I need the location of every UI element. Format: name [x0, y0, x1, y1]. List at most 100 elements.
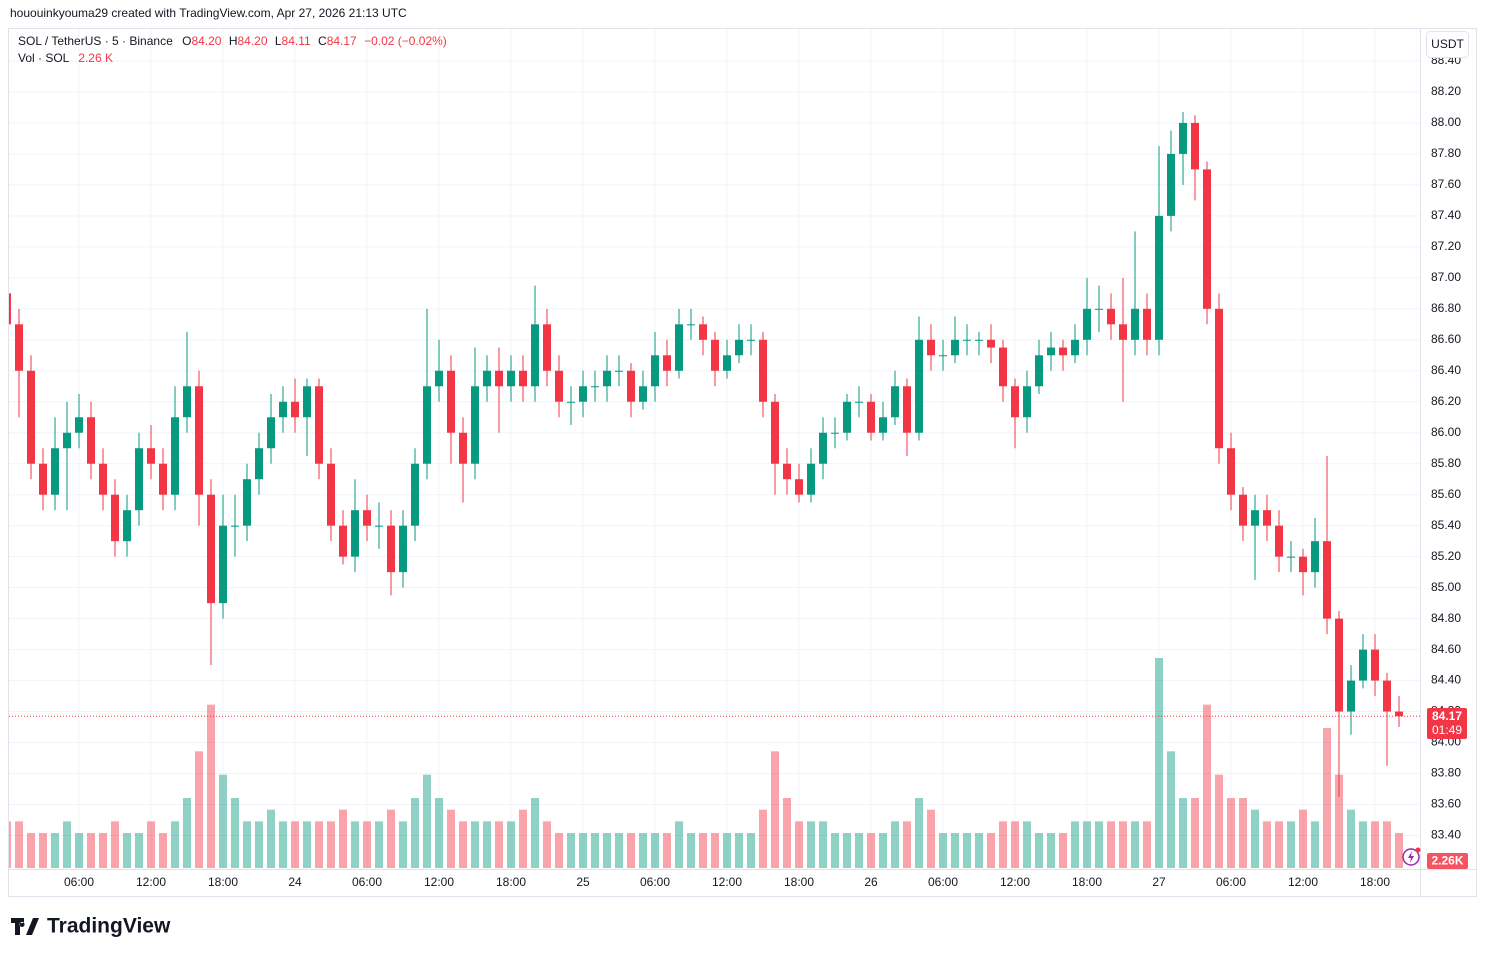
candle-body [1131, 308, 1139, 340]
candle-body [891, 386, 899, 418]
axes: 83.4083.6083.8084.0084.2084.4084.6084.80… [64, 53, 1461, 889]
volume-bar [123, 833, 131, 868]
brand-logo[interactable]: TradingView [11, 915, 171, 938]
candle-body [375, 525, 383, 527]
candle-body [1371, 649, 1379, 681]
candle-body [123, 510, 131, 542]
candle-body [1059, 347, 1067, 356]
y-tick-label: 87.60 [1431, 177, 1461, 191]
volume-bar [135, 833, 143, 868]
high-label: H [229, 34, 238, 48]
brand-icon[interactable] [11, 918, 39, 935]
y-tick-label: 86.80 [1431, 301, 1461, 315]
candle-body [1395, 711, 1403, 717]
candle-body [291, 401, 299, 418]
candle-body [411, 463, 419, 526]
volume-bar [807, 821, 815, 868]
volume-bar [1155, 658, 1163, 868]
candle-body [735, 339, 743, 356]
candle-body [795, 479, 803, 495]
volume-bar [663, 833, 671, 868]
candle-body [279, 401, 287, 418]
volume-bar [447, 809, 455, 868]
y-tick-label: 87.00 [1431, 270, 1461, 284]
candle-body [9, 293, 11, 325]
candle-body [1035, 355, 1043, 387]
volume-legend: Vol · SOL 2.26 K [18, 51, 113, 65]
candle-body [975, 339, 983, 341]
candle-body [471, 386, 479, 464]
candle-body [951, 339, 959, 356]
candle-body [927, 339, 935, 356]
candle-body [699, 324, 707, 340]
x-tick-label: 18:00 [784, 875, 814, 889]
candle-body [1323, 541, 1331, 619]
volume-bar [735, 833, 743, 868]
volume-bar [63, 821, 71, 868]
x-tick-label: 18:00 [1360, 875, 1390, 889]
candle-body [1263, 510, 1271, 526]
volume-bar [567, 833, 575, 868]
volume-bar [363, 821, 371, 868]
candle-body [831, 432, 839, 434]
currency-text[interactable]: USDT [1431, 37, 1464, 51]
volume-bar [1383, 821, 1391, 868]
volume-bar [711, 833, 719, 868]
volume-bar [507, 821, 515, 868]
volume-bar [183, 798, 191, 868]
volume-bar [1047, 833, 1055, 868]
alert-dot[interactable] [1415, 847, 1421, 853]
x-tick-label: 24 [288, 875, 302, 889]
candle-body [423, 386, 431, 464]
volume-bar [1131, 821, 1139, 868]
currency-button[interactable]: USDT [1426, 31, 1469, 58]
volume-label: Vol · SOL [18, 51, 70, 65]
volume-bar [831, 833, 839, 868]
volume-bar [555, 833, 563, 868]
volume-bar [1095, 821, 1103, 868]
candle-body [1251, 510, 1259, 526]
last-volume-bg [1427, 853, 1468, 869]
volume-bar [1059, 833, 1067, 868]
volume-bar [51, 833, 59, 868]
alert-bolt[interactable] [1408, 851, 1414, 863]
candle-body [87, 417, 95, 464]
volume-bar [471, 821, 479, 868]
volume-bar [435, 798, 443, 868]
currency-button-bg[interactable] [1426, 31, 1469, 58]
volume-bar [75, 833, 83, 868]
y-tick-label: 83.60 [1431, 797, 1461, 811]
volume-bar [1347, 809, 1355, 868]
volume-bar [459, 821, 467, 868]
close-value: 84.17 [327, 34, 357, 48]
candle-body [591, 386, 599, 388]
volume-bar [963, 833, 971, 868]
volume-bar [171, 821, 179, 868]
candle-body [327, 463, 335, 526]
last-volume-box: 2.26K [1427, 853, 1468, 869]
open-value: 84.20 [191, 34, 221, 48]
candle-body [507, 370, 515, 387]
alert-icon[interactable] [1402, 847, 1421, 866]
volume-bar [903, 821, 911, 868]
x-tick-label: 12:00 [1000, 875, 1030, 889]
volume-bar [1371, 821, 1379, 868]
candle-body [99, 463, 107, 495]
attribution: hououinkyouma29 created with TradingView… [10, 6, 407, 20]
brand-name[interactable]: TradingView [47, 915, 171, 938]
candle-body [963, 339, 971, 341]
y-tick-label: 87.80 [1431, 146, 1461, 160]
volume-bar [1335, 774, 1343, 868]
candle-body [1047, 347, 1055, 356]
volume-bar [351, 821, 359, 868]
volume-bar [159, 833, 167, 868]
volume-layer [9, 658, 1403, 868]
volume-bar [1203, 704, 1211, 868]
candle-body [1011, 386, 1019, 418]
candle-body [15, 324, 23, 371]
open-label: O [182, 34, 191, 48]
x-tick-label: 25 [576, 875, 590, 889]
candle-body [1383, 680, 1391, 712]
volume-bar [855, 833, 863, 868]
